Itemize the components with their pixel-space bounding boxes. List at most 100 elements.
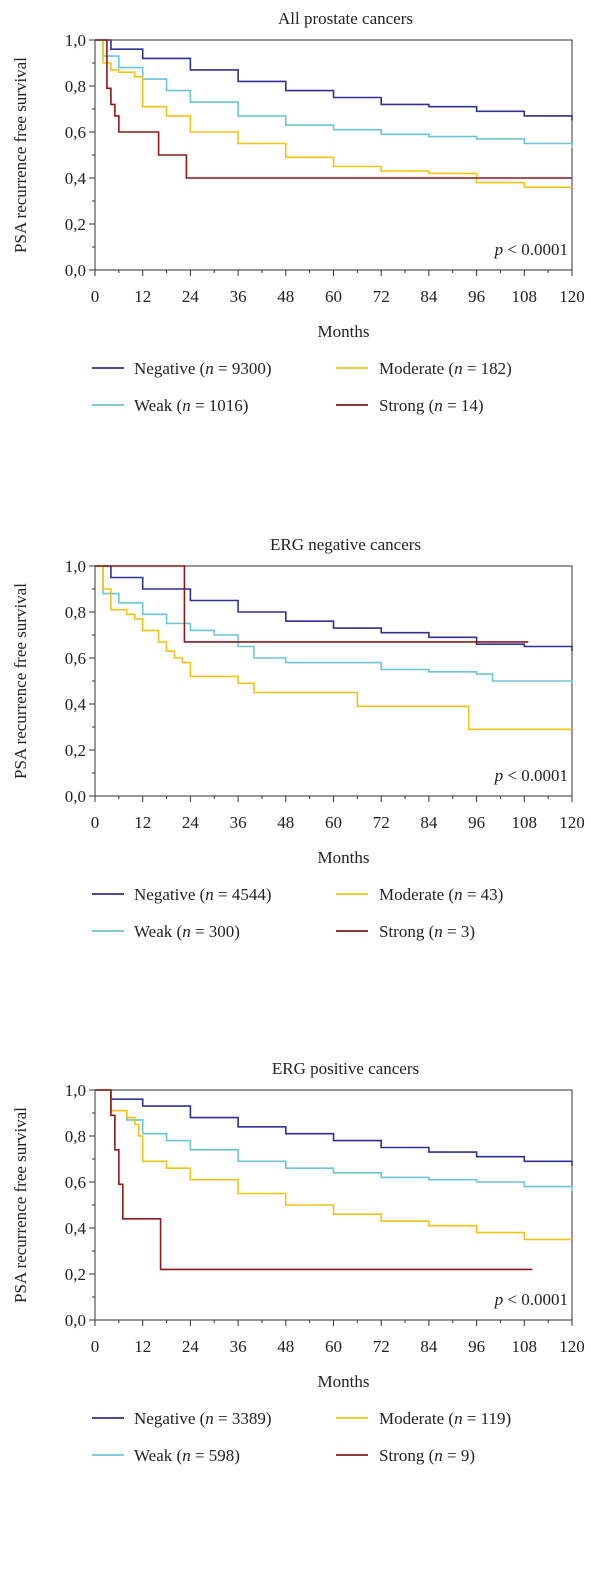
legend-entry-strong: Strong (n = 14) [379,396,484,415]
legend-n-value: = 9 [447,1446,469,1465]
legend-paren-open: ( [172,396,182,415]
legend-paren-open: ( [424,396,434,415]
series-line-strong [95,565,529,643]
legend-entry-negative: Negative (n = 9300) [134,359,272,378]
x-axis-label: Months [318,322,370,341]
y-tick-label: 0,6 [65,123,86,142]
legend-n-value: = 119 [467,1409,506,1428]
panel-title: ERG negative cancers [270,535,421,554]
x-tick-label: 24 [182,813,200,832]
legend-paren-open: ( [195,885,205,904]
y-tick-label: 0,2 [65,1265,86,1284]
legend-n-value: = 4544 [218,885,266,904]
legend-paren-open: ( [172,1446,182,1465]
legend-entry-strong: Strong (n = 3) [379,922,475,941]
km-panel-1: All prostate cancers 0,0 0,2 0,4 0,6 0,8 1,0 0 1… [11,9,585,415]
legend-paren-open: ( [172,922,182,941]
legend-entry-moderate: Moderate (n = 43) [379,885,503,904]
legend-paren-close: ) [478,396,484,415]
legend-paren-close: ) [266,885,272,904]
series-line-moderate [95,39,572,188]
x-tick-label: 72 [373,287,390,306]
legend-paren-close: ) [498,885,504,904]
x-tick-label: 36 [230,813,247,832]
legend-name: Negative [134,359,195,378]
x-tick-label: 12 [134,1337,151,1356]
x-tick-label: 0 [91,1337,100,1356]
y-tick-label: 0,2 [65,741,86,760]
legend-name: Weak [134,396,173,415]
x-tick-label: 84 [420,1337,438,1356]
legend-paren-close: ) [469,922,475,941]
legend-entry-weak: Weak (n = 1016) [134,396,248,415]
x-tick-label: 24 [182,287,200,306]
legend-paren-close: ) [266,359,272,378]
x-tick-label: 36 [230,1337,247,1356]
x-tick-label: 36 [230,287,247,306]
series-line-strong [95,1089,533,1271]
legend-n-symbol: n [182,396,191,415]
legend-entry-weak: Weak (n = 300) [134,922,240,941]
legend-entry-negative: Negative (n = 4544) [134,885,272,904]
x-tick-label: 24 [182,1337,200,1356]
x-tick-label: 0 [91,813,100,832]
x-tick-label: 60 [325,1337,342,1356]
x-tick-label: 120 [559,287,585,306]
x-tick-label: 96 [468,813,485,832]
legend-name: Moderate [379,885,444,904]
km-panel-2: ERG negative cancers 0,0 0,2 0,4 0,6 0,8 1,0 0 1… [11,535,585,941]
legend-paren-open: ( [444,1409,454,1428]
p-value-symbol: p [494,240,504,259]
legend-n-value: = 598 [195,1446,234,1465]
y-axis-label: PSA recurrence free survival [11,583,30,779]
p-value: p < 0.0001 [494,766,568,785]
legend-paren-open: ( [195,1409,205,1428]
legend-n-value: = 182 [467,359,506,378]
y-tick-label: 0,8 [65,1127,86,1146]
legend-paren-open: ( [195,359,205,378]
legend-n-value: = 43 [467,885,498,904]
legend-n-symbol: n [182,1446,191,1465]
y-tick-label: 0,4 [65,169,87,188]
legend-entry-moderate: Moderate (n = 119) [379,1409,511,1428]
y-tick-label: 1,0 [65,557,86,576]
legend-paren-open: ( [424,1446,434,1465]
legend-entry-weak: Weak (n = 598) [134,1446,240,1465]
y-tick-label: 1,0 [65,31,86,50]
x-tick-label: 120 [559,1337,585,1356]
y-axis-label: PSA recurrence free survival [11,57,30,253]
legend-entry-moderate: Moderate (n = 182) [379,359,512,378]
legend-name: Strong [379,922,425,941]
legend-name: Moderate [379,1409,444,1428]
y-tick-label: 0,0 [65,261,86,280]
legend-name: Moderate [379,359,444,378]
legend-n-symbol: n [205,1409,214,1428]
x-tick-label: 108 [512,813,538,832]
y-tick-label: 0,6 [65,649,86,668]
p-value-symbol: p [494,766,504,785]
p-value-text: < 0.0001 [507,1290,568,1309]
legend-n-symbol: n [434,396,443,415]
legend-n-symbol: n [454,885,463,904]
legend-paren-close: ) [243,396,249,415]
legend-paren-open: ( [444,359,454,378]
legend-n-symbol: n [434,922,443,941]
x-tick-label: 72 [373,1337,390,1356]
legend-n-symbol: n [205,359,214,378]
legend-entry-strong: Strong (n = 9) [379,1446,475,1465]
x-tick-label: 48 [277,287,294,306]
x-tick-label: 108 [512,1337,538,1356]
x-tick-label: 96 [468,1337,485,1356]
legend-n-value: = 9300 [218,359,266,378]
x-tick-label: 84 [420,287,438,306]
y-tick-label: 0,4 [65,695,87,714]
legend-n-value: = 14 [447,396,478,415]
legend-n-symbol: n [434,1446,443,1465]
legend-n-symbol: n [454,359,463,378]
legend-paren-close: ) [266,1409,272,1428]
y-tick-label: 0,8 [65,77,86,96]
x-tick-label: 0 [91,287,100,306]
y-tick-label: 0,6 [65,1173,86,1192]
series-line-moderate [95,565,572,731]
